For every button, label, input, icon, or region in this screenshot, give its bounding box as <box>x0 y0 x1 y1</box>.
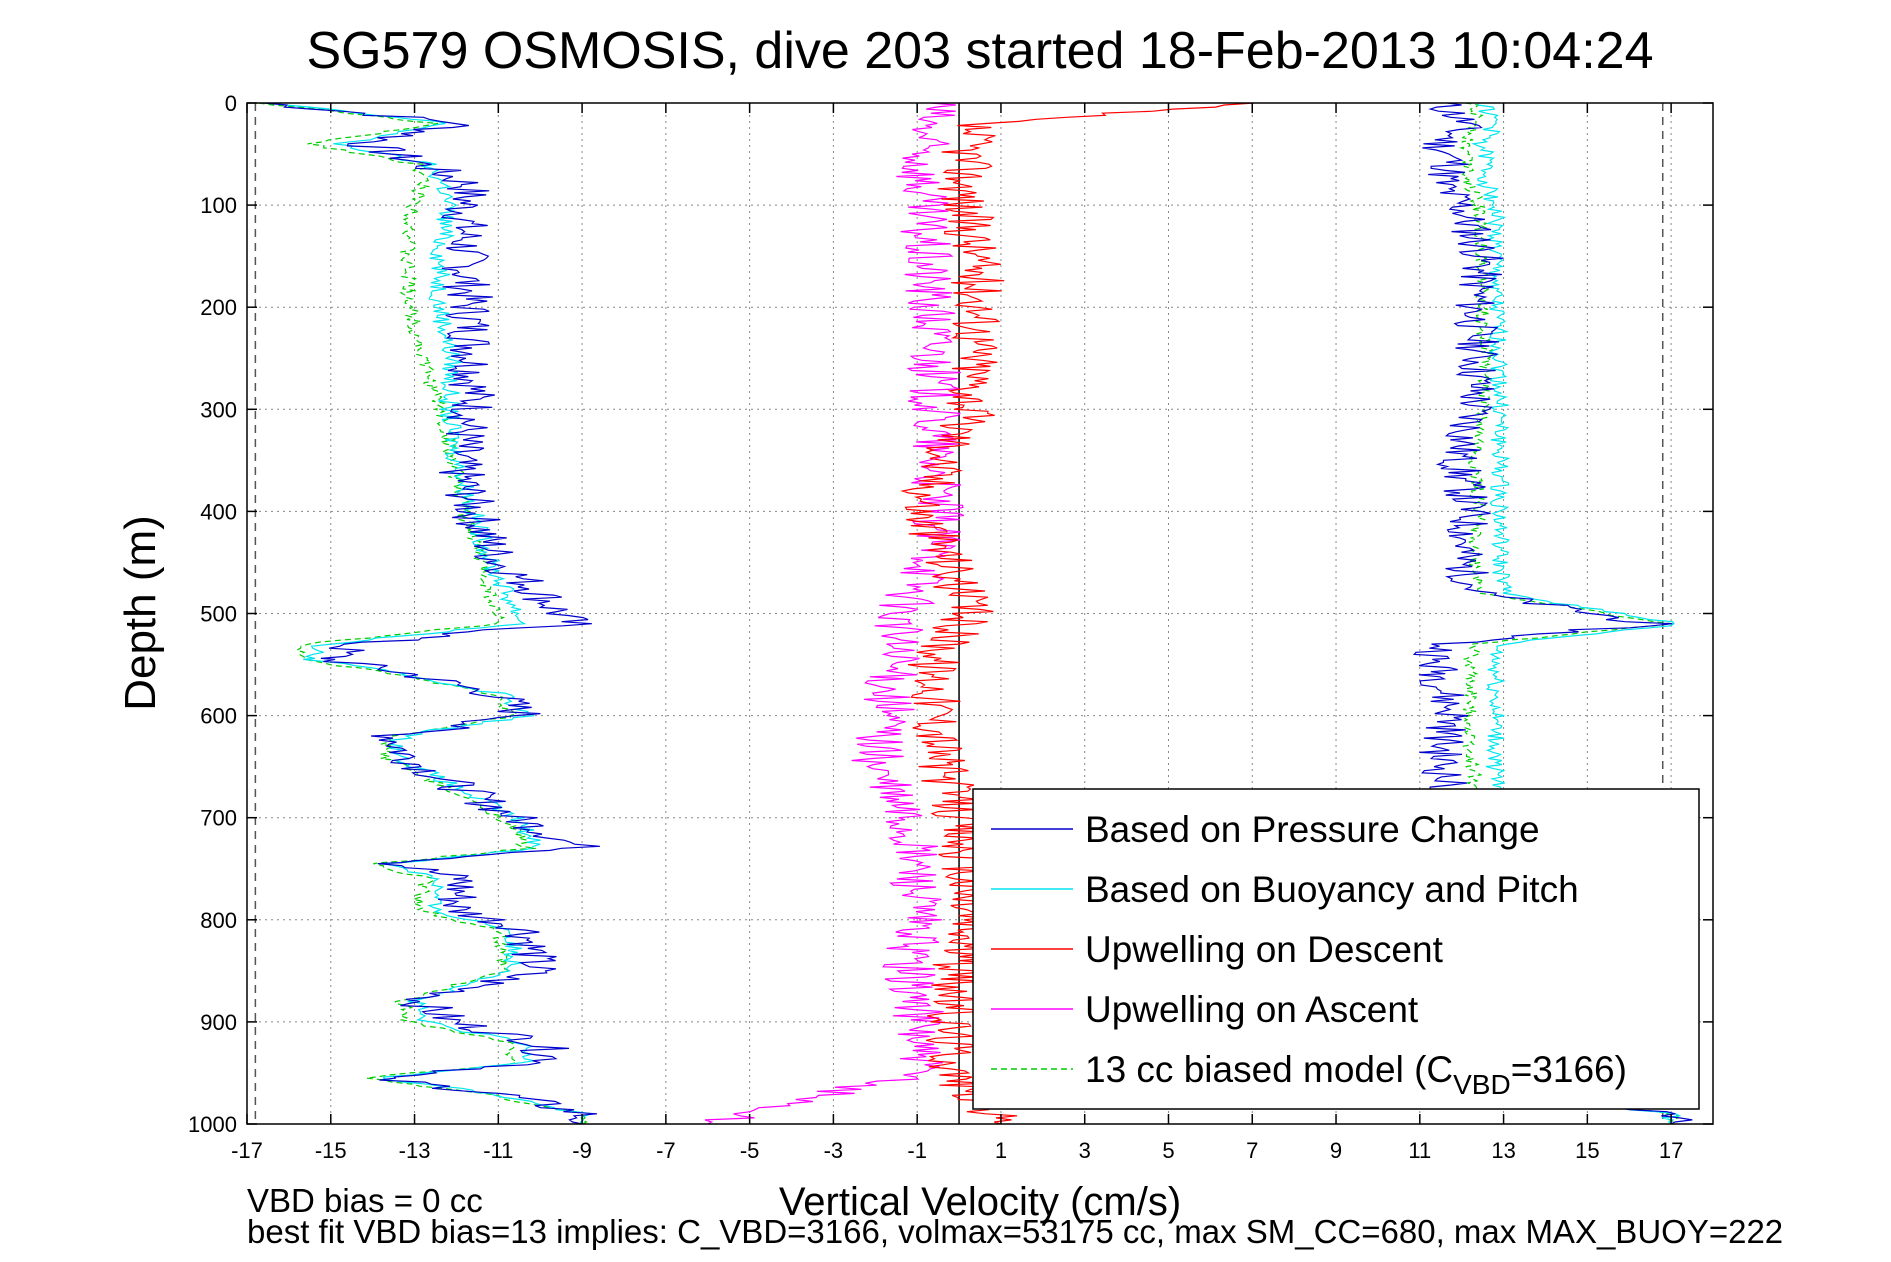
x-tick-label: 9 <box>1330 1138 1342 1163</box>
series-line-biased-model-descent <box>258 102 588 1125</box>
legend-box <box>972 788 1700 1110</box>
x-tick-label: -11 <box>483 1138 513 1163</box>
x-tick-label: 15 <box>1575 1138 1599 1163</box>
series-line-buoyancy-pitch-descent <box>272 102 592 1125</box>
vbd-bias-note: VBD bias = 0 cc <box>247 1182 483 1219</box>
y-tick-label: 500 <box>200 602 237 627</box>
x-tick-label: 1 <box>995 1138 1007 1163</box>
y-tick-label: 900 <box>200 1010 237 1035</box>
x-tick-label: 11 <box>1408 1138 1431 1163</box>
x-tick-label: -9 <box>572 1138 592 1163</box>
data-series <box>258 102 1693 1125</box>
legend-upwelling-descent-label: Upwelling on Descent <box>1085 929 1444 970</box>
y-tick-label: 400 <box>200 499 237 524</box>
x-axis-label: Vertical Velocity (cm/s) <box>779 1180 1181 1224</box>
chart-title: SG579 OSMOSIS, dive 203 started 18-Feb-2… <box>306 22 1653 80</box>
legend: Based on Pressure Change Based on Buoyanc… <box>972 788 1700 1110</box>
legend-pressure-change-label: Based on Pressure Change <box>1085 809 1540 850</box>
x-tick-label: 17 <box>1659 1138 1683 1163</box>
x-tick-label: 13 <box>1491 1138 1515 1163</box>
series-line-upwelling-ascent <box>704 102 965 1125</box>
y-tick-label: 600 <box>200 704 237 729</box>
series-line-biased-model-ascent <box>1459 102 1679 1125</box>
y-tick-label: 700 <box>200 806 237 831</box>
x-tick-label: -15 <box>315 1138 347 1163</box>
x-tick-label: -17 <box>231 1138 263 1163</box>
x-tick-label: -13 <box>399 1138 431 1163</box>
legend-upwelling-ascent-label: Upwelling on Ascent <box>1085 989 1419 1030</box>
x-tick-label: -3 <box>824 1138 844 1163</box>
y-axis-label: Depth (m) <box>116 515 165 711</box>
series-line-pressure-change-descent <box>263 102 600 1125</box>
x-tick-label: -5 <box>740 1138 760 1163</box>
legend-biased-model-label: 13 cc biased model (CVBD=3166) <box>1085 1049 1627 1100</box>
y-tick-label: 200 <box>200 295 237 320</box>
x-tick-label: 7 <box>1246 1138 1258 1163</box>
y-tick-label: 0 <box>225 91 237 116</box>
legend-buoyancy-pitch-label: Based on Buoyancy and Pitch <box>1085 869 1579 910</box>
y-tick-label: 300 <box>200 397 237 422</box>
y-tick-label: 1000 <box>188 1112 237 1137</box>
x-tick-label: 3 <box>1079 1138 1091 1163</box>
x-tick-label: -7 <box>656 1138 676 1163</box>
best-fit-note: best fit VBD bias=13 implies: C_VBD=3166… <box>247 1213 1783 1250</box>
x-tick-label: 5 <box>1162 1138 1174 1163</box>
x-tick-label: -1 <box>907 1138 927 1163</box>
y-tick-label: 100 <box>200 193 237 218</box>
series-line-upwelling-descent <box>900 102 1255 1125</box>
axis-ticks: -17 -15 -13 -11 -9 -7 -5 -3 -1 1 3 5 7 9 11 13 15 1701002… <box>188 91 1713 1163</box>
y-tick-label: 800 <box>200 908 237 933</box>
